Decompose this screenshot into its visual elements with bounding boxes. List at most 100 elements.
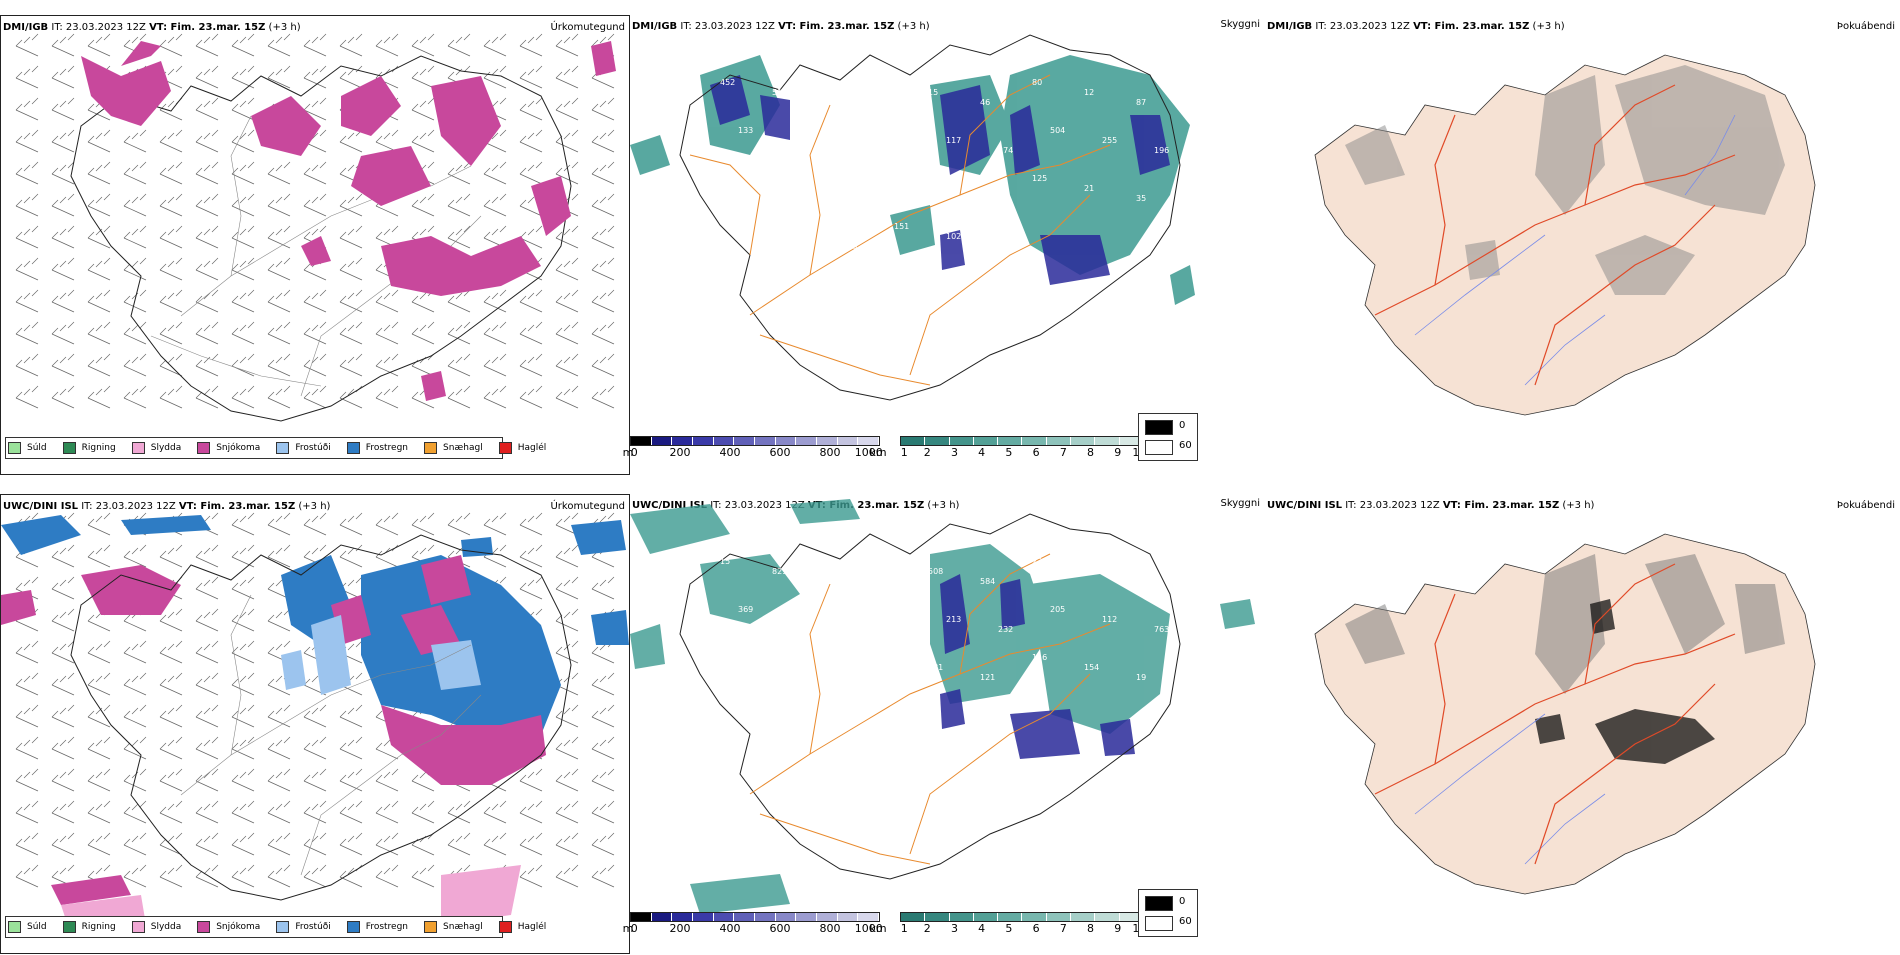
wind-barb <box>447 225 471 249</box>
colorbar-tick: 7 <box>1059 922 1067 935</box>
legend-label: Snjókoma <box>216 922 261 932</box>
colorbar-tick: 600 <box>769 446 791 459</box>
wind-barb <box>555 832 579 856</box>
wind-barb <box>591 193 615 217</box>
wind-barb <box>339 768 363 792</box>
wind-barb <box>123 225 147 249</box>
colorbar-tick: 4 <box>978 922 986 935</box>
wind-barb <box>195 193 219 217</box>
cloud-base-label: 951 <box>876 78 891 87</box>
wind-barb <box>123 672 147 696</box>
wind-barb <box>555 800 579 824</box>
colorbar-cell <box>925 913 950 921</box>
wind-barb <box>519 65 543 89</box>
cloud-base-label: 28 <box>842 625 852 634</box>
wind-barb <box>411 65 435 89</box>
wind-barb <box>231 97 255 121</box>
wind-barb <box>591 800 615 824</box>
wind-barb <box>303 672 327 696</box>
wind-barb <box>159 736 183 760</box>
wind-barb <box>231 33 255 57</box>
wind-barb <box>51 704 75 728</box>
fog-map <box>1314 533 1816 895</box>
freezing-rain-swatch <box>346 921 360 933</box>
snow-pellets-swatch <box>424 921 438 933</box>
wind-barb <box>555 321 579 345</box>
wind-barb <box>591 257 615 281</box>
cloud-base-label: 214 <box>720 174 735 183</box>
wind-barb <box>519 576 543 600</box>
wind-barb <box>51 33 75 57</box>
panel-header: DMI/IGB IT: 23.03.2023 12Z VT: Fim. 23.m… <box>3 22 301 33</box>
wind-barb <box>195 736 219 760</box>
wind-barb <box>123 640 147 664</box>
colorbar-tick: 200 <box>669 446 691 459</box>
frost-drizzle-areas <box>281 615 481 695</box>
wind-barb <box>15 225 39 249</box>
colorbar-cell <box>672 437 694 445</box>
wind-barb <box>195 321 219 345</box>
wind-barb <box>195 832 219 856</box>
panel-header: DMI/IGB IT: 23.03.2023 12Z VT: Fim. 23.m… <box>632 21 930 32</box>
wind-barb <box>159 385 183 409</box>
wind-barb <box>519 225 543 249</box>
wind-barb <box>159 544 183 568</box>
wind-barb <box>87 161 111 185</box>
wind-barb <box>591 321 615 345</box>
cloud-base-label: 80 <box>1032 78 1042 87</box>
wind-barb <box>51 353 75 377</box>
legend-label: Rigning <box>81 443 116 453</box>
wind-barb <box>375 257 399 281</box>
ceiling-colorbar: m 0 200 400 600 800 1000 <box>623 912 883 936</box>
colorbar-tick: 1 <box>900 922 908 935</box>
cloud-base-label: 577 <box>824 98 839 107</box>
wind-barb <box>555 736 579 760</box>
wind-barb <box>591 544 615 568</box>
snow-swatch <box>197 442 211 454</box>
wind-barb <box>15 321 39 345</box>
wind-barb <box>447 512 471 536</box>
cloud-base-label: 18 <box>998 242 1008 251</box>
wind-barb <box>15 257 39 281</box>
wind-barb <box>519 97 543 121</box>
cloud-base-label: 126 <box>842 242 857 251</box>
cloud-base-label: 893 <box>790 615 805 624</box>
panel-title: Þokuábendi <box>1836 21 1895 32</box>
colorbar-cell <box>693 913 714 921</box>
panel-header: UWC/DINI ISL IT: 23.03.2023 12Z VT: Fim.… <box>1267 500 1595 511</box>
wind-barb <box>15 129 39 153</box>
colorbar-cell <box>949 913 974 921</box>
wind-barb <box>51 768 75 792</box>
cloud-base-label: 17 <box>876 557 886 566</box>
wind-barb <box>339 161 363 185</box>
roads <box>749 553 1111 865</box>
cloud-base-label: 132 <box>720 653 735 662</box>
cloud-base-label: 452 <box>720 78 735 87</box>
legend-label: Frostregn <box>365 443 409 453</box>
wind-barb <box>123 193 147 217</box>
wind-barb <box>339 353 363 377</box>
wind-barb <box>447 33 471 57</box>
wind-barb <box>51 225 75 249</box>
wind-barb <box>231 193 255 217</box>
wind-barb <box>15 640 39 664</box>
wind-barb <box>195 353 219 377</box>
wind-barb <box>195 161 219 185</box>
colorbar-tick: 5 <box>1005 446 1013 459</box>
wind-barb <box>123 385 147 409</box>
wind-barb <box>51 672 75 696</box>
wind-barb <box>123 161 147 185</box>
wind-barb <box>231 768 255 792</box>
wind-barb <box>303 65 327 89</box>
rivers <box>1414 114 1736 386</box>
colorbar-tick: 3 <box>950 922 958 935</box>
wind-barb <box>447 385 471 409</box>
wind-barb <box>159 289 183 313</box>
wind-barb <box>555 704 579 728</box>
wind-barb <box>591 97 615 121</box>
wind-barb <box>195 768 219 792</box>
colorbar-tick: 5 <box>1005 922 1013 935</box>
wind-barb <box>519 321 543 345</box>
wind-barb <box>87 289 111 313</box>
wind-barb <box>159 768 183 792</box>
